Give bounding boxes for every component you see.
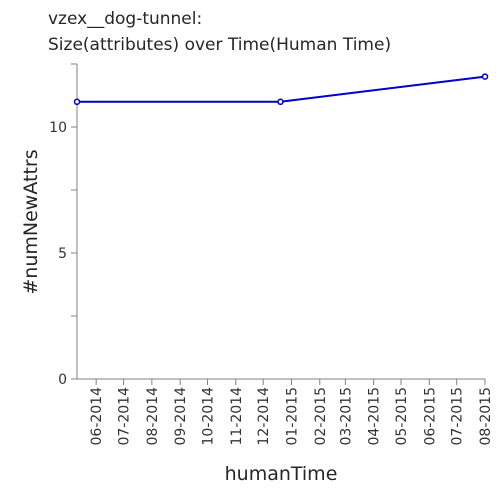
x-tick-label: 11-2014 (229, 387, 245, 446)
chart-title-line-2: Size(attributes) over Time(Human Time) (48, 35, 391, 55)
x-tick-label: 06-2015 (422, 387, 438, 446)
x-tick-label: 09-2014 (173, 387, 189, 446)
x-ticks: 06-2014 07-2014 08-2014 09-2014 10-2014 11-20… (89, 379, 494, 446)
x-tick-label: 05-2015 (394, 387, 410, 446)
x-tick-label: 08-2014 (145, 387, 161, 446)
x-tick-label: 12-2014 (256, 387, 272, 446)
y-axis-label: #numNewAttrs (20, 149, 42, 294)
data-point (277, 98, 284, 106)
x-tick-label: 02-2015 (313, 387, 329, 446)
y-tick-label: 5 (58, 246, 67, 262)
y-tick-label: 10 (49, 120, 67, 136)
y-tick-label: 0 (58, 372, 67, 388)
chart-title-line-1: vzex__dog-tunnel: (48, 9, 202, 29)
x-tick-label: 01-2015 (284, 387, 300, 446)
data-point (73, 98, 81, 106)
x-tick-label: 07-2014 (117, 387, 133, 446)
x-axis-label: humanTime (225, 463, 338, 485)
y-ticks: 0 5 10 (49, 63, 77, 388)
x-tick-label: 07-2015 (450, 387, 466, 446)
x-tick-label: 06-2014 (89, 387, 105, 446)
x-tick-label: 04-2015 (367, 387, 383, 446)
axes (76, 64, 485, 380)
x-tick-label: 10-2014 (201, 387, 217, 446)
series-layer (73, 73, 489, 106)
x-tick-label: 08-2015 (478, 387, 494, 446)
data-point (481, 73, 489, 80)
series-line (77, 75, 486, 103)
x-tick-label: 03-2015 (338, 387, 354, 446)
